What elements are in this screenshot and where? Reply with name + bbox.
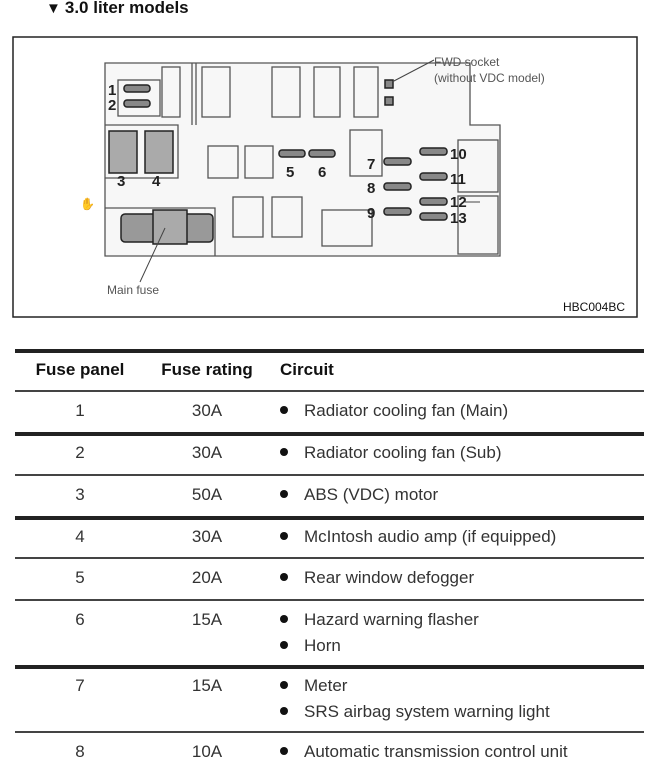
fuse-label-10: 10	[450, 146, 467, 163]
bullet-icon	[280, 746, 288, 755]
fuse-panel-cell: 3	[75, 485, 85, 504]
fuse-rating-cell: 15A	[191, 610, 223, 629]
fuse-rating-cell: 30A	[191, 443, 223, 462]
bullet-icon	[280, 489, 288, 498]
main-fuse-label: Main fuse	[107, 283, 159, 297]
figure-code: HBC004BC	[563, 300, 625, 314]
row-divider	[15, 731, 644, 733]
fuse-panel-cell: 4	[75, 527, 85, 546]
circuit-text: McIntosh audio amp (if equipped)	[304, 527, 557, 546]
circuit-item: Radiator cooling fan (Sub)	[280, 443, 502, 463]
circuit-text: Rear window defogger	[304, 568, 475, 587]
fuse-label-5: 5	[286, 164, 294, 181]
circuit-item: McIntosh audio amp (if equipped)	[280, 527, 556, 547]
fuse-label-1: 1	[108, 82, 116, 99]
bullet-icon	[280, 680, 288, 689]
fwd-socket-note: (without VDC model)	[434, 71, 545, 85]
fuse-panel-cell: 5	[75, 568, 85, 587]
circuit-item: Automatic transmission control unit	[280, 742, 568, 762]
fuse-rating-cell: 30A	[191, 527, 223, 546]
row-divider	[15, 599, 644, 601]
circuit-text: Horn	[304, 636, 341, 655]
fuse-label-6: 6	[318, 164, 326, 181]
circuit-item: ABS (VDC) motor	[280, 485, 438, 505]
circuit-item: SRS airbag system warning light	[280, 702, 550, 722]
circuit-text: Radiator cooling fan (Main)	[304, 401, 509, 420]
fuse-rating-cell: 20A	[191, 568, 223, 587]
fuse-label-8: 8	[367, 180, 375, 197]
row-divider	[15, 474, 644, 476]
fuse-label-4: 4	[152, 173, 161, 190]
fuse-rating-cell: 10A	[191, 742, 223, 761]
row-divider	[15, 390, 644, 392]
header-circuit: Circuit	[280, 360, 334, 379]
fuse-label-13: 13	[450, 210, 467, 227]
fwd-socket-label: FWD socket	[434, 55, 500, 69]
circuit-text: Automatic transmission control unit	[304, 742, 568, 761]
bullet-icon	[280, 614, 288, 623]
circuit-text: Hazard warning flasher	[304, 610, 479, 629]
fuse-panel-cell: 8	[75, 742, 85, 761]
row-divider	[15, 516, 644, 520]
circuit-text: Meter	[304, 676, 348, 695]
bullet-icon	[280, 405, 288, 414]
fuse-box-diagram: 1 2 3 4 5 6 7 8 9 10 11 12 13 FWD socket…	[12, 36, 638, 318]
fuse-panel-cell: 2	[75, 443, 85, 462]
bullet-icon	[280, 706, 288, 715]
circuit-item: Radiator cooling fan (Main)	[280, 401, 508, 421]
fuse-label-9: 9	[367, 205, 375, 222]
row-divider	[15, 665, 644, 669]
fuse-panel-cell: 6	[75, 610, 85, 629]
header-fuse-rating: Fuse rating	[161, 360, 253, 379]
fuse-rating-cell: 15A	[191, 676, 223, 695]
hand-cursor-icon: ✋	[80, 197, 95, 211]
bullet-icon	[280, 572, 288, 581]
fuse-label-7: 7	[367, 156, 375, 173]
fuse-label-3: 3	[117, 173, 125, 190]
row-divider	[15, 432, 644, 436]
fuse-panel-cell: 1	[75, 401, 85, 420]
section-heading: ▼ 3.0 liter models	[46, 0, 189, 17]
header-fuse-panel: Fuse panel	[35, 360, 125, 379]
circuit-item: Horn	[280, 636, 341, 656]
fuse-label-12: 12	[450, 194, 467, 211]
circuit-item: Meter	[280, 676, 347, 696]
fuse-rating-cell: 50A	[191, 485, 223, 504]
circuit-item: Rear window defogger	[280, 568, 474, 588]
circuit-text: SRS airbag system warning light	[304, 702, 550, 721]
fuse-label-11: 11	[450, 171, 466, 188]
fuse-panel-cell: 7	[75, 676, 85, 695]
circuit-text: Radiator cooling fan (Sub)	[304, 443, 502, 462]
bullet-icon	[280, 531, 288, 540]
row-divider	[15, 557, 644, 559]
table-top-rule	[15, 349, 644, 353]
fuse-rating-cell: 30A	[191, 401, 223, 420]
fuse-label-2: 2	[108, 97, 116, 114]
circuit-item: Hazard warning flasher	[280, 610, 479, 630]
triangle-down-icon: ▼	[46, 0, 61, 17]
bullet-icon	[280, 447, 288, 456]
bullet-icon	[280, 640, 288, 649]
circuit-text: ABS (VDC) motor	[304, 485, 439, 504]
